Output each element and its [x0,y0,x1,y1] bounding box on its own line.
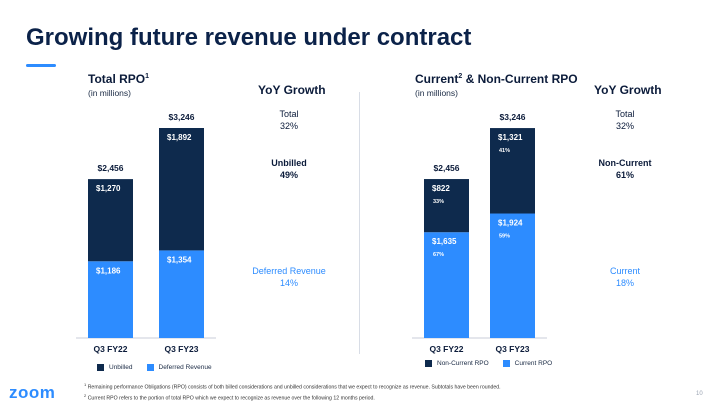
title-accent-bar [26,64,56,67]
left-yoy-deferred-label: Deferred Revenue [252,266,326,276]
left-yoy-unbilled: Unbilled 49% [239,157,339,181]
right-data-label-1-0: $822 [432,184,450,193]
right-chart-title: Current2 & Non-Current RPO [415,72,578,86]
right-chart-subtitle: (in millions) [415,88,458,98]
left-yoy-deferred: Deferred Revenue 14% [239,265,339,289]
left-chart-title-text: Total RPO [88,72,146,86]
legend-swatch-noncurrent [425,360,432,367]
left-legend: Unbilled Deferred Revenue [97,364,226,371]
right-pct-label-0-1: 59% [499,234,510,240]
left-yoy-total-value: 32% [279,121,298,131]
footnotes: 1 Remaining performance Obligations (RPO… [84,381,644,402]
right-yoy-current-value: 18% [615,278,634,288]
left-yoy-heading: YoY Growth [258,83,326,97]
right-legend: Non-Current RPO Current RPO [425,360,566,367]
right-bar-current-rpo-0 [424,232,469,338]
legend-item-deferred: Deferred Revenue [146,364,212,371]
right-yoy-current: Current 18% [575,265,675,289]
legend-swatch-current [502,360,510,367]
right-yoy-noncurrent: Non-Current 61% [575,157,675,181]
right-chart-title-b: & Non-Current RPO [462,72,578,86]
right-category-label-0: Q3 FY22 [429,344,463,354]
left-bar-unbilled-1 [159,128,204,251]
right-pct-label-1-0: 33% [433,199,444,205]
left-yoy-unbilled-value: 49% [279,170,298,180]
left-total-label-0: $2,456 [98,163,124,173]
left-category-label-0: Q3 FY22 [93,344,127,354]
footnote-2-text: Current RPO refers to the portion of tot… [87,395,375,402]
legend-label-noncurrent: Non-Current RPO [437,360,489,367]
left-data-label-1-0: $1,270 [96,184,121,193]
left-yoy-unbilled-label: Unbilled [271,158,307,168]
legend-label-current: Current RPO [514,360,553,367]
right-yoy-noncurrent-label: Non-Current [598,158,652,168]
right-data-label-0-1: $1,924 [498,219,523,228]
right-total-label-1: $3,246 [500,112,526,122]
right-bar-current-rpo-1 [490,213,535,338]
left-chart-title-sup: 1 [145,73,150,80]
left-chart-subtitle: (in millions) [88,88,131,98]
legend-swatch-deferred [146,364,154,371]
footnote-1-text: Remaining performance Obligations (RPO) … [87,384,501,391]
left-yoy-total: Total 32% [239,108,339,132]
legend-item-current: Current RPO [502,360,553,367]
right-category-label-1: Q3 FY23 [495,344,529,354]
right-yoy-heading: YoY Growth [594,83,662,97]
left-yoy-total-label: Total [279,109,299,119]
section-divider [359,92,360,354]
right-yoy-total-value: 32% [615,121,634,131]
right-bar-non-current-rpo-1 [490,128,535,214]
left-bar-unbilled-0 [88,179,133,262]
footnote-2-sup: 2 [84,392,87,398]
footnote-1: 1 Remaining performance Obligations (RPO… [84,381,644,392]
page-title: Growing future revenue under contract [26,24,472,51]
legend-item-noncurrent: Non-Current RPO [425,360,489,367]
footnote-2: 2 Current RPO refers to the portion of t… [84,392,644,403]
left-category-label-1: Q3 FY23 [164,344,198,354]
right-yoy-total: Total 32% [575,108,675,132]
left-chart-title: Total RPO1 [88,72,149,86]
left-data-label-1-1: $1,892 [167,133,192,142]
legend-item-unbilled: Unbilled [97,364,133,371]
right-yoy-total-label: Total [615,109,635,119]
right-pct-label-0-0: 67% [433,252,444,258]
right-yoy-noncurrent-value: 61% [615,170,634,180]
left-total-label-1: $3,246 [169,112,195,122]
right-total-label-0: $2,456 [434,163,460,173]
right-data-label-0-0: $1,635 [432,237,457,246]
legend-label-deferred: Deferred Revenue [158,364,212,371]
right-data-label-1-1: $1,321 [498,133,523,142]
left-bar-deferred-revenue-0 [88,261,133,338]
page-number: 10 [696,391,703,397]
right-chart-title-a: Current [415,72,459,86]
left-bar-deferred-revenue-1 [159,250,204,338]
right-pct-label-1-1: 41% [499,148,510,154]
left-data-label-0-1: $1,354 [167,255,192,264]
legend-swatch-unbilled [97,364,104,371]
legend-label-unbilled: Unbilled [109,364,133,371]
right-chart-title-sup: 2 [458,73,463,80]
right-yoy-current-label: Current [609,266,640,276]
left-data-label-0-0: $1,186 [96,266,121,275]
right-bar-non-current-rpo-0 [424,179,469,233]
left-yoy-deferred-value: 14% [279,278,298,288]
footnote-1-sup: 1 [84,382,87,387]
zoom-logo: zoom [9,383,56,402]
